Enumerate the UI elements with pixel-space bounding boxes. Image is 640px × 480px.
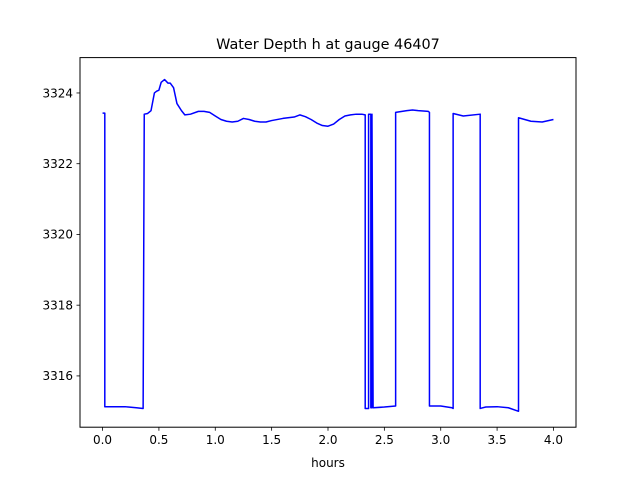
x-tick-label: 2.5 <box>375 433 394 447</box>
series-layer <box>102 78 554 413</box>
y-tick-label: 3316 <box>42 369 73 383</box>
x-tick-label: 2.0 <box>318 433 337 447</box>
y-tick-label: 3324 <box>42 86 73 100</box>
x-tick-label: 3.0 <box>431 433 450 447</box>
x-tick-label: 1.5 <box>262 433 281 447</box>
x-axis: 0.0 0.5 1.0 1.5 2.0 2.5 3.0 3.5 4.0 <box>93 427 563 447</box>
x-tick-label: 0.0 <box>93 433 112 447</box>
y-tick-label: 3320 <box>42 228 73 242</box>
plot-area <box>80 57 576 428</box>
x-axis-label: hours <box>311 456 345 470</box>
plot-frame <box>79 57 577 428</box>
y-tick-label: 3318 <box>42 298 73 312</box>
chart-title: Water Depth h at gauge 46407 <box>216 37 440 53</box>
x-tick-label: 0.5 <box>149 433 168 447</box>
x-tick-label: 3.5 <box>488 433 507 447</box>
series-line <box>102 78 554 413</box>
y-tick-label: 3322 <box>42 157 73 171</box>
y-axis: 3316 3318 3320 3322 3324 <box>42 86 80 383</box>
x-tick-label: 1.0 <box>206 433 225 447</box>
x-tick-label: 4.0 <box>544 433 563 447</box>
